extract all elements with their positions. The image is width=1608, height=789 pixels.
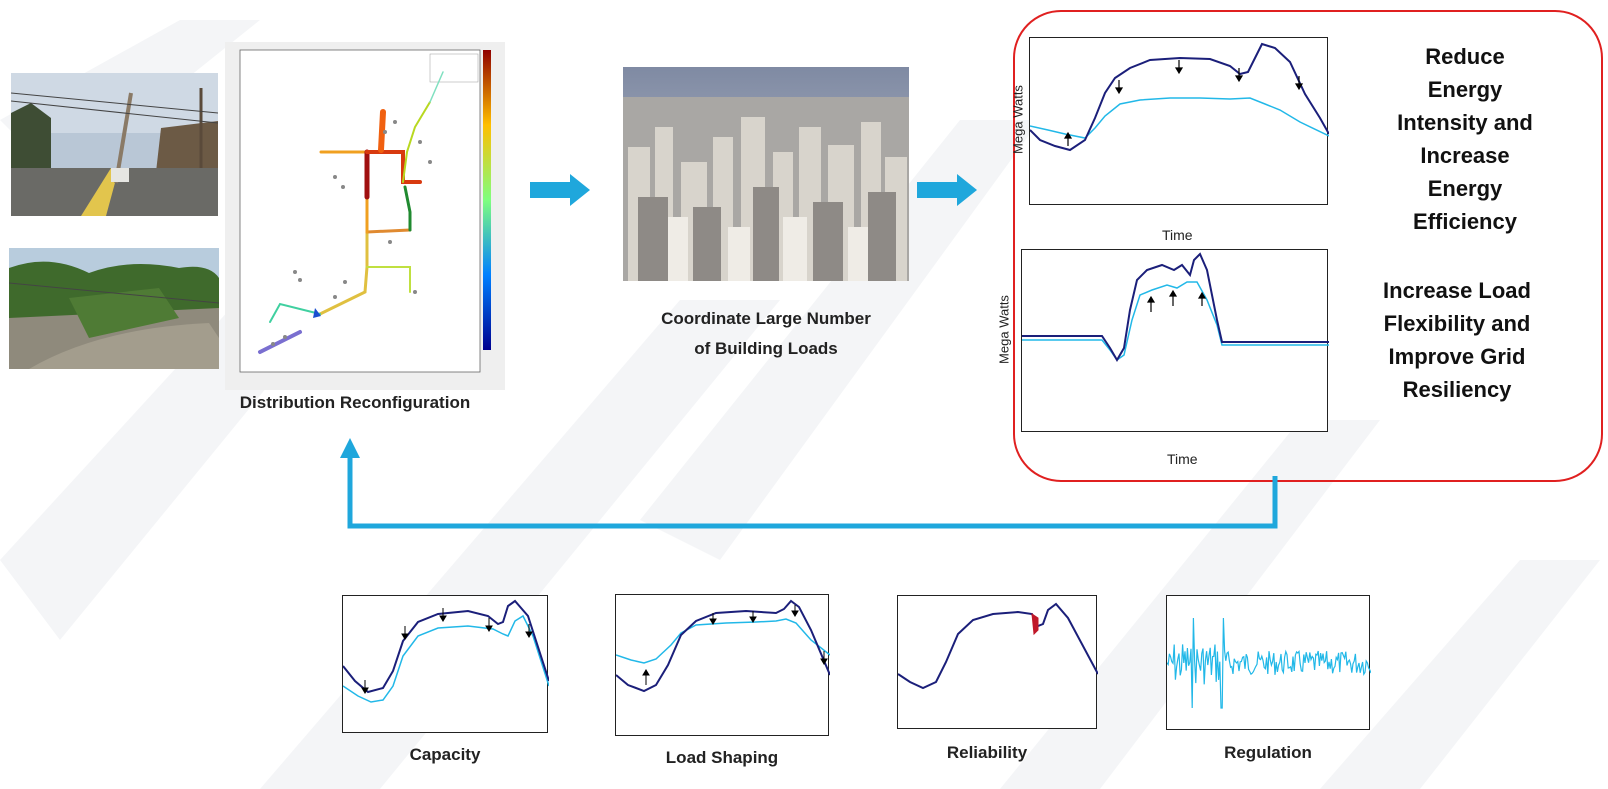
upper-plot-xlabel: Time xyxy=(1162,227,1193,243)
capacity-plot xyxy=(342,595,549,733)
regulation-plot xyxy=(1166,595,1371,730)
buildings-caption-line2: of Building Loads xyxy=(694,339,838,358)
energy-benefit-line: Efficiency xyxy=(1413,209,1517,234)
reliability-dip-mark xyxy=(1031,612,1039,636)
storm-damage-photo-bottom xyxy=(9,248,219,369)
energy-benefit-text: Reduce Energy Intensity and Increase Ene… xyxy=(1380,40,1550,238)
flexibility-benefit-text: Increase Load Flexibility and Improve Gr… xyxy=(1372,274,1542,406)
buildings-caption: Coordinate Large Number of Building Load… xyxy=(623,304,909,364)
city-buildings-photo xyxy=(623,67,909,281)
reliability-label: Reliability xyxy=(946,743,1028,762)
energy-benefit-line: Intensity and xyxy=(1397,110,1533,135)
lower-load-plot xyxy=(1021,249,1329,432)
storm-damage-photo-top xyxy=(11,73,218,216)
flexibility-benefit-line: Resiliency xyxy=(1402,377,1512,402)
buildings-caption-line1: Coordinate Large Number xyxy=(661,309,871,328)
arrow-up-icon xyxy=(340,438,360,458)
distribution-caption: Distribution Reconfiguration xyxy=(239,393,471,412)
load-shaping-plot xyxy=(615,594,830,736)
upper-plot-ylabel: Mega Watts xyxy=(1010,85,1026,154)
load-shaping-label: Load Shaping xyxy=(665,748,779,767)
lower-plot-ylabel: Mega Watts xyxy=(996,295,1012,364)
energy-benefit-line: Increase xyxy=(1420,143,1510,168)
benefits-panel xyxy=(1013,10,1603,482)
energy-benefit-line: Energy xyxy=(1427,77,1503,102)
regulation-label: Regulation xyxy=(1224,743,1312,762)
upper-load-plot xyxy=(1029,37,1329,205)
capacity-label: Capacity xyxy=(409,745,481,764)
flexibility-benefit-line: Improve Grid xyxy=(1388,344,1526,369)
energy-benefit-line: Reduce xyxy=(1425,44,1505,69)
arrow-right-icon xyxy=(530,174,590,206)
distribution-network-plot xyxy=(225,42,505,390)
reliability-plot xyxy=(897,595,1098,729)
energy-benefit-line: Energy xyxy=(1427,176,1503,201)
feedback-loop-arrow xyxy=(340,438,1278,529)
lower-plot-xlabel: Time xyxy=(1167,451,1198,467)
flexibility-benefit-line: Increase Load xyxy=(1383,278,1531,303)
arrow-right-icon xyxy=(917,174,977,206)
flexibility-benefit-line: Flexibility and xyxy=(1383,311,1531,336)
